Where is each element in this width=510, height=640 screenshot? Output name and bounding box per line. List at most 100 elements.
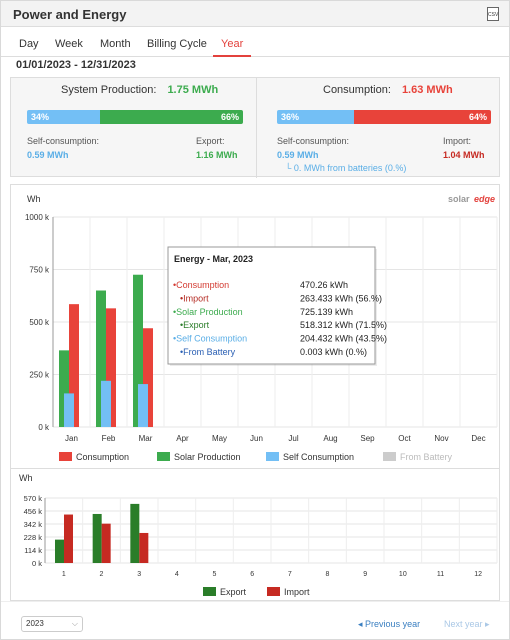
x-tick-label: Jul — [288, 434, 298, 443]
x-tick-label: 9 — [363, 571, 367, 578]
tooltip-row-value: 518.312 kWh (71.5%) — [300, 320, 387, 330]
y-tick-label: 0 k — [32, 559, 42, 568]
production-bar: 34% 66% — [27, 110, 243, 124]
x-tick-label: 4 — [175, 571, 179, 578]
import-label: Import: — [443, 136, 472, 146]
legend-swatch — [203, 587, 216, 596]
x-tick-label: May — [212, 434, 227, 443]
production-self-label: Self-consumption: — [27, 136, 100, 146]
y-tick-label: 500 k — [29, 318, 50, 327]
x-tick-label: 3 — [137, 571, 141, 578]
next-year-label: Next year — [444, 619, 483, 629]
legend-label: Self Consumption — [283, 452, 354, 462]
energy-chart: Wh solar edge 0 k 250 k 500 k 750 k 1000 k Jan Fe… — [25, 194, 498, 462]
x-tick-label: Nov — [434, 434, 448, 443]
legend-swatch — [383, 452, 396, 461]
bar-export — [92, 513, 102, 563]
tab-year[interactable]: Year — [221, 38, 244, 50]
x-tick-label: Jun — [250, 434, 263, 443]
bar-import — [139, 532, 149, 563]
bar-solar-production — [96, 290, 106, 427]
production-self-value: 0.59 MWh — [27, 150, 69, 160]
x-tick-label: 8 — [326, 571, 330, 578]
x-tick-label: Apr — [176, 434, 189, 443]
consumption-self-segment: 36% — [277, 110, 354, 124]
tooltip-row-value: 204.432 kWh (43.5%) — [300, 334, 387, 344]
consumption-import-segment: 64% — [354, 110, 491, 124]
bar-self-consumption — [101, 380, 111, 427]
year-select[interactable]: 2023 ⌵ — [21, 616, 83, 632]
tooltip-row-label: •Self Consumption — [173, 334, 247, 344]
y-tick-label: 1000 k — [25, 213, 50, 222]
panel-title: Power and Energy — [13, 7, 127, 22]
summary-box: System Production: 1.75 MWh 34% 66% Self… — [10, 77, 500, 178]
x-tick-label: Feb — [102, 434, 116, 443]
legend-label: Export — [220, 587, 247, 597]
tooltip-row-value: 0.003 kWh (0.%) — [300, 347, 367, 357]
chevron-down-icon: ⌵ — [71, 619, 78, 628]
y-tick-label: 570 k — [24, 494, 43, 503]
bar-self-consumption — [64, 393, 74, 427]
legend-swatch — [266, 452, 279, 461]
x-tick-label: 7 — [288, 571, 292, 578]
bar-import — [64, 514, 73, 563]
legend-swatch — [157, 452, 170, 461]
tooltip-row-value: 470.26 kWh — [300, 280, 348, 290]
bar-solar-production — [133, 274, 143, 427]
csv-icon[interactable]: CSV — [487, 7, 499, 21]
previous-year-label: Previous year — [365, 619, 421, 629]
y-tick-label: 456 k — [24, 507, 43, 516]
panel-header: Power and Energy CSV — [1, 1, 509, 27]
bar-export — [55, 539, 64, 563]
year-select-value: 2023 — [26, 619, 44, 628]
consumption-bar: 36% 64% — [277, 110, 491, 124]
x-tick-label: 10 — [399, 571, 407, 578]
tooltip-row-value: 263.433 kWh (56.%) — [300, 293, 382, 303]
legend-label: Import — [284, 587, 310, 597]
production-label-text: System Production: — [61, 84, 157, 96]
x-tick-label: Mar — [139, 434, 153, 443]
tab-billing-cycle[interactable]: Billing Cycle — [147, 38, 207, 50]
legend-label: Solar Production — [174, 452, 241, 462]
next-year-link[interactable]: Next year ▸ — [444, 619, 490, 630]
legend-label: Consumption — [76, 452, 129, 462]
x-tick-label: Aug — [323, 434, 337, 443]
active-tab-indicator — [213, 55, 251, 57]
x-tick-label: 5 — [213, 571, 217, 578]
bar-consumption — [143, 328, 153, 427]
x-tick-label: Dec — [471, 434, 485, 443]
date-range: 01/01/2023 - 12/31/2023 — [16, 59, 136, 71]
tab-day[interactable]: Day — [19, 38, 39, 50]
consumption-value: 1.63 MWh — [401, 84, 453, 96]
y-tick-label: 342 k — [24, 520, 43, 529]
x-tick-label: 1 — [62, 571, 66, 578]
previous-year-link[interactable]: ◂ Previous year — [358, 619, 420, 630]
x-tick-label: Jan — [65, 434, 78, 443]
export-label: Export: — [196, 136, 225, 146]
x-tick-label: 2 — [100, 571, 104, 578]
tooltip-row-label: •Export — [180, 320, 210, 330]
import-value: 1.04 MWh — [443, 150, 485, 160]
tab-week[interactable]: Week — [55, 38, 83, 50]
tab-month[interactable]: Month — [100, 38, 131, 50]
y-axis-unit: Wh — [19, 473, 33, 483]
y-tick-label: 0 k — [38, 423, 50, 432]
x-tick-label: 6 — [250, 571, 254, 578]
bar-solar-production — [59, 350, 69, 427]
legend-label: From Battery — [400, 452, 453, 462]
brand-logo-solar: solar — [448, 194, 470, 204]
y-tick-label: 228 k — [24, 533, 43, 542]
batteries-value: └ 0. MWh from batteries (0.%) — [285, 163, 407, 173]
consumption-self-label: Self-consumption: — [277, 136, 350, 146]
chevron-right-icon: ▸ — [485, 619, 490, 629]
bar-import — [101, 523, 111, 563]
legend-swatch — [267, 587, 280, 596]
y-tick-label: 250 k — [29, 371, 50, 380]
tooltip-title: Energy - Mar, 2023 — [174, 254, 253, 264]
consumption-self-value: 0.59 MWh — [277, 150, 319, 160]
y-axis-unit: Wh — [27, 194, 41, 204]
bar-consumption — [69, 304, 79, 427]
